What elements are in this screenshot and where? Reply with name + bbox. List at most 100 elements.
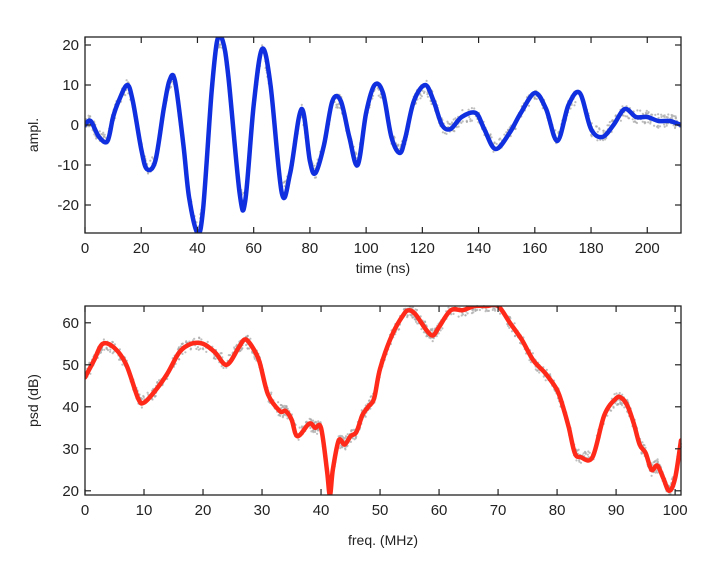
noise-point <box>620 401 623 404</box>
noise-point <box>621 105 624 108</box>
noise-point <box>313 164 316 167</box>
noise-point <box>495 142 498 145</box>
y-tick-label: 20 <box>62 483 79 500</box>
noise-point <box>467 108 470 111</box>
noise-point <box>316 432 319 435</box>
noise-point <box>214 357 217 360</box>
noise-point <box>663 125 666 128</box>
noise-point <box>253 355 256 359</box>
noise-point <box>472 308 475 311</box>
noise-point <box>220 365 223 368</box>
noise-point <box>656 471 659 474</box>
x-tick-label: 140 <box>466 240 491 257</box>
noise-point <box>426 95 429 98</box>
noise-point <box>222 366 225 370</box>
noise-point <box>423 90 426 93</box>
noise-point <box>461 313 465 316</box>
noise-point <box>457 315 460 318</box>
noise-point <box>245 343 248 347</box>
noise-point <box>538 371 541 374</box>
noise-point <box>339 434 342 437</box>
noise-point <box>643 121 646 124</box>
noise-point <box>453 130 456 133</box>
noise-point <box>158 379 161 382</box>
noise-point <box>178 358 181 361</box>
noise-point <box>628 117 631 120</box>
x-axis-label: time (ns) <box>356 260 410 276</box>
x-tick-label: 100 <box>354 240 379 257</box>
noise-point <box>233 346 236 349</box>
x-tick-label: 40 <box>313 502 330 519</box>
noise-point <box>505 131 508 134</box>
noise-point <box>461 109 464 112</box>
noise-point <box>493 308 496 311</box>
noise-point <box>487 309 490 312</box>
noise-point <box>608 121 611 124</box>
noise-point <box>281 416 284 419</box>
noise-point <box>454 117 457 120</box>
noise-point <box>492 150 495 153</box>
noise-point <box>542 375 545 378</box>
x-tick-label: 80 <box>549 502 566 519</box>
noise-point <box>569 107 572 110</box>
noise-point <box>478 308 481 312</box>
noise-point <box>476 308 479 312</box>
noise-point <box>533 97 536 100</box>
noise-point <box>491 308 494 312</box>
noise-point <box>364 415 367 418</box>
noise-point <box>414 308 417 311</box>
noise-point <box>503 133 506 136</box>
noise-point <box>631 118 634 121</box>
noise-point <box>613 393 616 396</box>
noise-point <box>235 343 238 346</box>
noise-point <box>352 428 355 431</box>
noise-point <box>212 357 215 360</box>
noise-point <box>218 46 221 49</box>
noise-point <box>596 130 599 133</box>
noise-point <box>647 121 650 124</box>
noise-point <box>447 306 450 309</box>
x-tick-label: 20 <box>195 502 212 519</box>
noise-point <box>431 340 434 343</box>
noise-point <box>285 405 288 408</box>
noise-point <box>514 334 517 337</box>
noise-point <box>270 391 273 394</box>
noise-point <box>507 324 510 328</box>
y-tick-label: -10 <box>57 157 79 174</box>
noise-point <box>198 337 201 340</box>
noise-point <box>193 337 196 340</box>
noise-point <box>640 451 643 454</box>
noise-point <box>544 379 547 382</box>
noise-point <box>248 347 251 350</box>
noise-point <box>205 350 208 353</box>
noise-point <box>660 113 663 116</box>
noise-point <box>598 127 601 130</box>
noise-point <box>281 405 284 408</box>
noise-point <box>446 120 449 123</box>
noise-point <box>103 348 106 351</box>
plot-frame <box>84 36 682 234</box>
noise-point <box>109 348 112 351</box>
noise-point <box>297 438 300 441</box>
noise-point <box>445 132 448 135</box>
noise-point <box>349 440 352 443</box>
noise-point <box>437 332 440 335</box>
x-tick-label: 0 <box>81 240 89 257</box>
x-tick-label: 10 <box>136 502 153 519</box>
noise-point <box>101 133 104 136</box>
noise-point <box>102 135 105 138</box>
noise-point <box>416 322 419 325</box>
noise-point <box>499 137 502 140</box>
x-tick-label: 120 <box>410 240 435 257</box>
noise-point <box>452 118 455 121</box>
noise-point <box>653 460 656 463</box>
noise-point <box>656 124 660 127</box>
noise-point <box>457 125 460 128</box>
noise-point <box>312 429 315 432</box>
noise-point <box>410 314 413 317</box>
noise-point <box>654 471 657 474</box>
noise-point <box>588 451 591 454</box>
noise-point <box>590 133 593 137</box>
y-axis-label: ampl. <box>25 118 41 152</box>
